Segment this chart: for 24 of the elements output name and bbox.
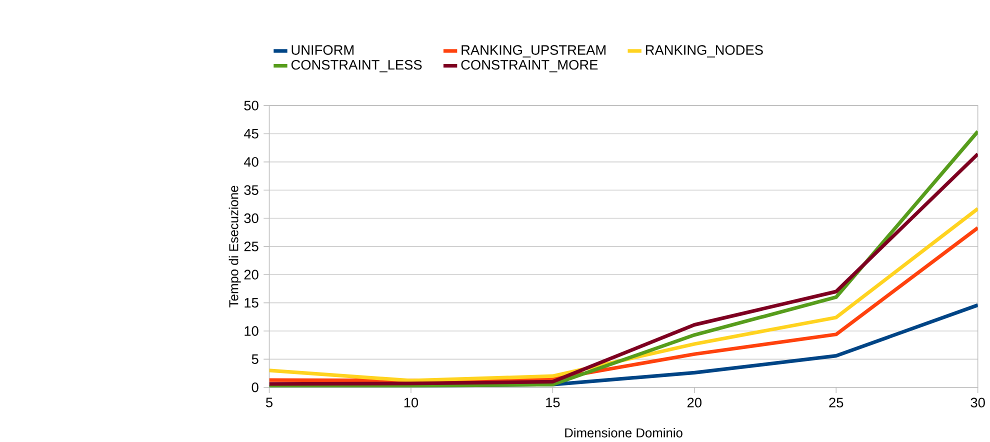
x-tick-label: 5 xyxy=(266,398,272,408)
x-tick-label: 20 xyxy=(687,398,702,408)
y-tick-label: 10 xyxy=(244,326,258,336)
x-tick-label: 30 xyxy=(970,398,985,408)
y-tick-label: 45 xyxy=(244,128,258,139)
legend-label: RANKING_UPSTREAM xyxy=(462,45,606,58)
x-tick-label: 25 xyxy=(829,398,844,408)
legend-label: UNIFORM xyxy=(292,45,354,55)
legend-label: RANKING_NODES xyxy=(646,45,763,58)
legend-label: CONSTRAINT_MORE xyxy=(461,60,598,72)
y-tick-label: 15 xyxy=(244,298,258,308)
y-tick-label: 0 xyxy=(252,382,258,392)
x-tick-label: 15 xyxy=(546,398,560,408)
y-tick-label: 35 xyxy=(244,185,258,195)
y-tick-label: 50 xyxy=(244,100,258,110)
legend-label: CONSTRAINT_LESS xyxy=(291,60,422,72)
y-tick-label: 25 xyxy=(244,242,258,252)
y-tick-label: 5 xyxy=(252,354,258,364)
x-tick-label: 10 xyxy=(404,398,418,408)
y-tick-label: 20 xyxy=(244,270,258,280)
y-tick-label: 30 xyxy=(244,213,258,224)
y-axis-title: Tempo di Esecuzione xyxy=(228,186,241,308)
x-axis-title: Dimensione Dominio xyxy=(565,428,682,438)
y-tick-label: 40 xyxy=(244,157,258,167)
